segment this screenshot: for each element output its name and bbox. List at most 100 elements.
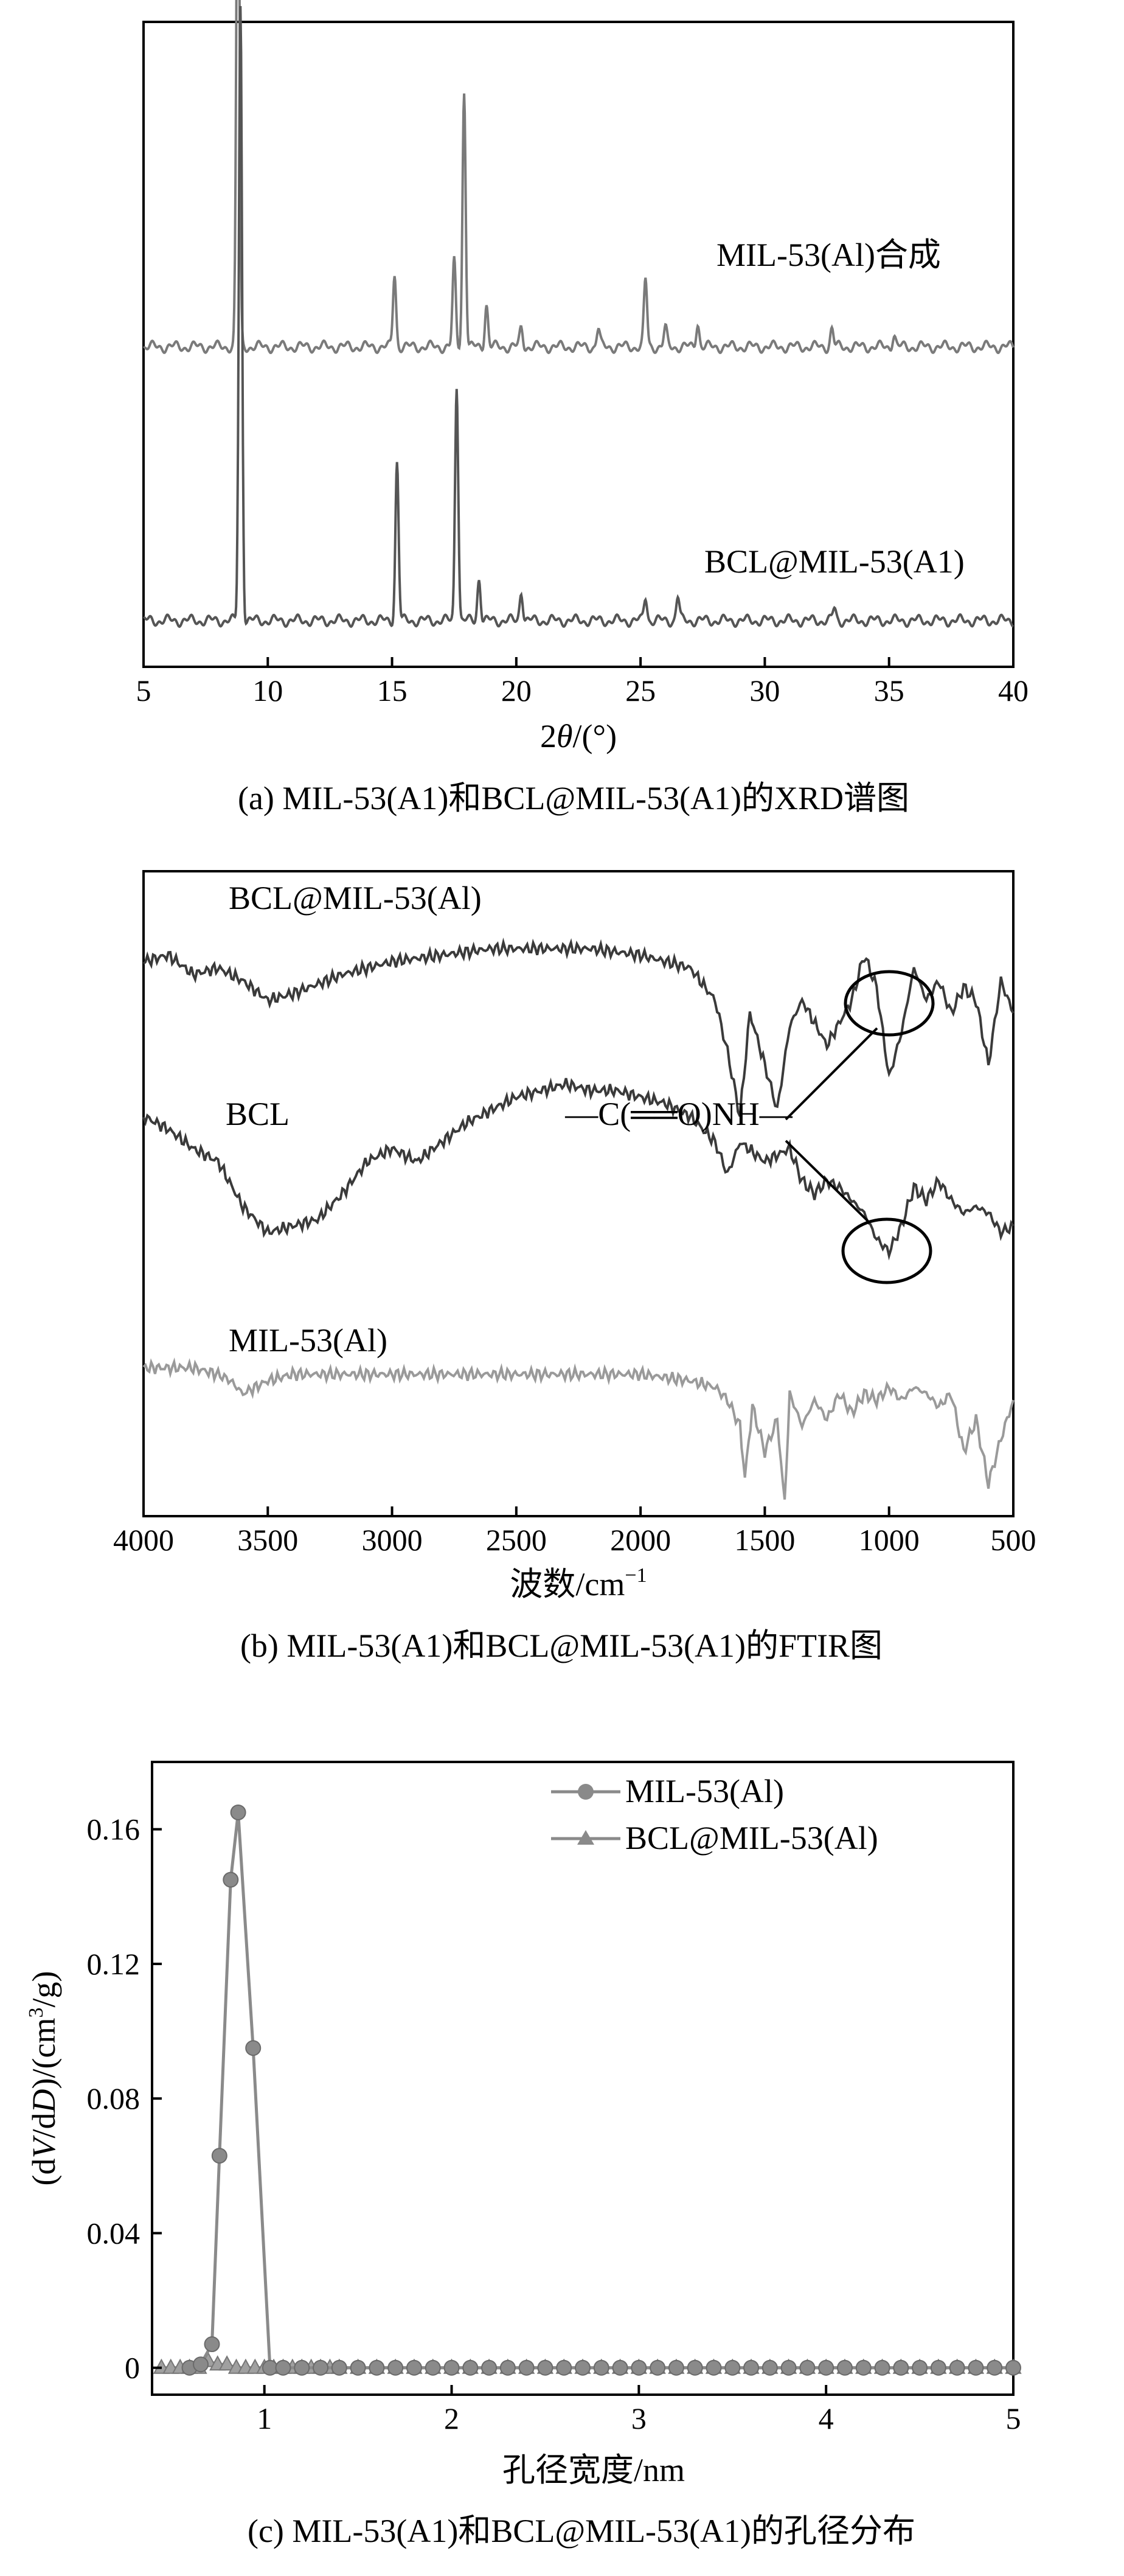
xrd-x-ticks: 5 10 15 20 25 30 35 40 xyxy=(136,657,1029,708)
annotation-leader-upper xyxy=(785,1027,878,1121)
ftir-xtick-label: 2000 xyxy=(610,1523,671,1557)
xrd-caption: (a) MIL-53(A1)和BCL@MIL-53(A1)的XRD谱图 xyxy=(238,780,909,816)
pore-point-mil53 xyxy=(575,2359,591,2376)
pore-xtick-label: 5 xyxy=(1006,2401,1021,2435)
ftir-x-ticks: 4000 3500 3000 2500 2000 1500 1000 500 xyxy=(113,1506,1036,1557)
pore-panel: 1 2 3 4 5 0 0.04 0.08 0.12 0.16 MIL-53(Al) BCL@MI… xyxy=(25,1761,1022,2549)
pore-plot-frame xyxy=(151,1761,1015,2396)
pore-point-mil53 xyxy=(930,2359,946,2376)
pore-point-mil53 xyxy=(855,2359,872,2376)
pore-point-mil53 xyxy=(818,2359,834,2376)
xrd-xtick-label: 20 xyxy=(501,674,532,708)
pore-point-mil53 xyxy=(799,2359,816,2376)
pore-point-mil53 xyxy=(912,2359,928,2376)
ftir-amide-annotation: —C(══O)NH— xyxy=(564,1096,793,1132)
ftir-xtick-label: 1500 xyxy=(734,1523,795,1557)
legend-marker-triangle xyxy=(577,1830,594,1845)
pore-point-mil53 xyxy=(211,2148,227,2164)
pore-point-mil53 xyxy=(724,2359,741,2376)
ftir-caption: (b) MIL-53(A1)和BCL@MIL-53(A1)的FTIR图 xyxy=(240,1627,883,1664)
pore-point-mil53 xyxy=(706,2359,722,2376)
ftir-xtick-label: 3500 xyxy=(237,1523,298,1557)
ftir-x-axis-label: 波数/cm−1 xyxy=(510,1564,647,1603)
xrd-xtick-label: 25 xyxy=(625,674,656,708)
pore-point-mil53 xyxy=(874,2359,890,2376)
pore-point-mil53 xyxy=(406,2359,422,2376)
pore-point-mil53 xyxy=(631,2359,647,2376)
xrd-series-lines xyxy=(142,0,1015,628)
pore-point-mil53 xyxy=(313,2359,329,2376)
ftir-series-label-bcl-mil53: BCL@MIL-53(Al) xyxy=(229,880,482,916)
ftir-panel: 4000 3500 3000 2500 2000 1500 1000 500 BCL@MIL-… xyxy=(113,870,1036,1664)
ftir-xtick-label: 500 xyxy=(991,1523,1036,1557)
annotation-circle-lower xyxy=(841,1217,932,1284)
pore-point-mil53 xyxy=(556,2359,572,2376)
pore-point-mil53 xyxy=(443,2359,460,2376)
xrd-xtick-label: 40 xyxy=(998,674,1029,708)
pore-point-mil53 xyxy=(331,2359,347,2376)
legend-label-mil53: MIL-53(Al) xyxy=(625,1773,784,1809)
ftir-series-label-mil53: MIL-53(Al) xyxy=(229,1322,387,1359)
pore-point-mil53 xyxy=(369,2359,385,2376)
annotation-leader-lower xyxy=(785,1140,871,1224)
pore-point-mil53 xyxy=(668,2359,684,2376)
pore-point-mil53 xyxy=(743,2359,760,2376)
ftir-line-series-1 xyxy=(142,1077,1015,1261)
pore-point-mil53 xyxy=(836,2359,853,2376)
pore-point-mil53 xyxy=(518,2359,535,2376)
pore-point-mil53 xyxy=(481,2359,498,2376)
pore-series-lines xyxy=(153,1804,1022,2376)
pore-point-mil53 xyxy=(593,2359,609,2376)
legend-label-bcl-mil53: BCL@MIL-53(Al) xyxy=(625,1820,878,1856)
pore-point-mil53 xyxy=(387,2359,404,2376)
xrd-series-label-bcl-mil53: BCL@MIL-53(A1) xyxy=(704,543,965,580)
pore-legend: MIL-53(Al) BCL@MIL-53(Al) xyxy=(551,1773,878,1856)
xrd-xtick-label: 10 xyxy=(252,674,283,708)
pore-point-mil53 xyxy=(425,2359,441,2376)
ftir-xtick-label: 1000 xyxy=(859,1523,920,1557)
ftir-line-series-2 xyxy=(142,1357,1015,1500)
xrd-xtick-label: 5 xyxy=(136,674,151,708)
annotation-circle-upper xyxy=(844,970,935,1037)
pore-point-mil53 xyxy=(262,2359,278,2376)
legend-marker-circle xyxy=(578,1784,594,1800)
pore-point-mil53 xyxy=(780,2359,797,2376)
ftir-series-label-bcl: BCL xyxy=(226,1096,290,1132)
pore-ytick-label: 0.08 xyxy=(87,2081,140,2115)
pore-point-mil53 xyxy=(462,2359,479,2376)
xrd-line-series-0 xyxy=(142,0,1015,355)
pore-point-mil53 xyxy=(230,1804,246,1820)
pore-point-mil53 xyxy=(350,2359,366,2376)
pore-ytick-label: 0.12 xyxy=(87,1947,140,1981)
ftir-xtick-label: 4000 xyxy=(113,1523,174,1557)
pore-point-mil53 xyxy=(687,2359,703,2376)
xrd-xtick-label: 35 xyxy=(874,674,904,708)
pore-point-bcl-mil53 xyxy=(218,2355,235,2371)
pore-point-mil53 xyxy=(499,2359,516,2376)
pore-ytick-label: 0 xyxy=(125,2351,140,2385)
pore-ytick-label: 0.04 xyxy=(87,2216,140,2250)
ftir-xtick-label: 3000 xyxy=(362,1523,423,1557)
ftir-xtick-label: 2500 xyxy=(486,1523,547,1557)
pore-point-mil53 xyxy=(949,2359,965,2376)
pore-point-mil53 xyxy=(987,2359,1003,2376)
pore-axis-ticks: 1 2 3 4 5 0 0.04 0.08 0.12 0.16 xyxy=(87,1812,1021,2435)
pore-y-axis-label: (dV/dD)/(cm3/g) xyxy=(25,1971,62,2186)
pore-x-axis-label: 孔径宽度/nm xyxy=(502,2452,685,2488)
pore-line-series-0 xyxy=(189,1812,1013,2370)
pore-point-mil53 xyxy=(761,2359,778,2376)
xrd-xtick-label: 15 xyxy=(377,674,408,708)
pore-point-mil53 xyxy=(537,2359,553,2376)
pore-point-mil53 xyxy=(193,2356,209,2373)
xrd-xtick-label: 30 xyxy=(749,674,780,708)
pore-point-mil53 xyxy=(968,2359,984,2376)
xrd-line-series-1 xyxy=(142,5,1015,628)
ftir-line-series-0 xyxy=(142,937,1015,1117)
ftir-series-lines xyxy=(142,937,1015,1500)
pore-point-mil53 xyxy=(294,2359,310,2376)
xrd-series-label-mil53: MIL-53(Al)合成 xyxy=(716,237,941,273)
pore-point-mil53 xyxy=(275,2359,291,2376)
pore-point-mil53 xyxy=(204,2336,220,2353)
pore-point-mil53 xyxy=(1005,2359,1021,2376)
